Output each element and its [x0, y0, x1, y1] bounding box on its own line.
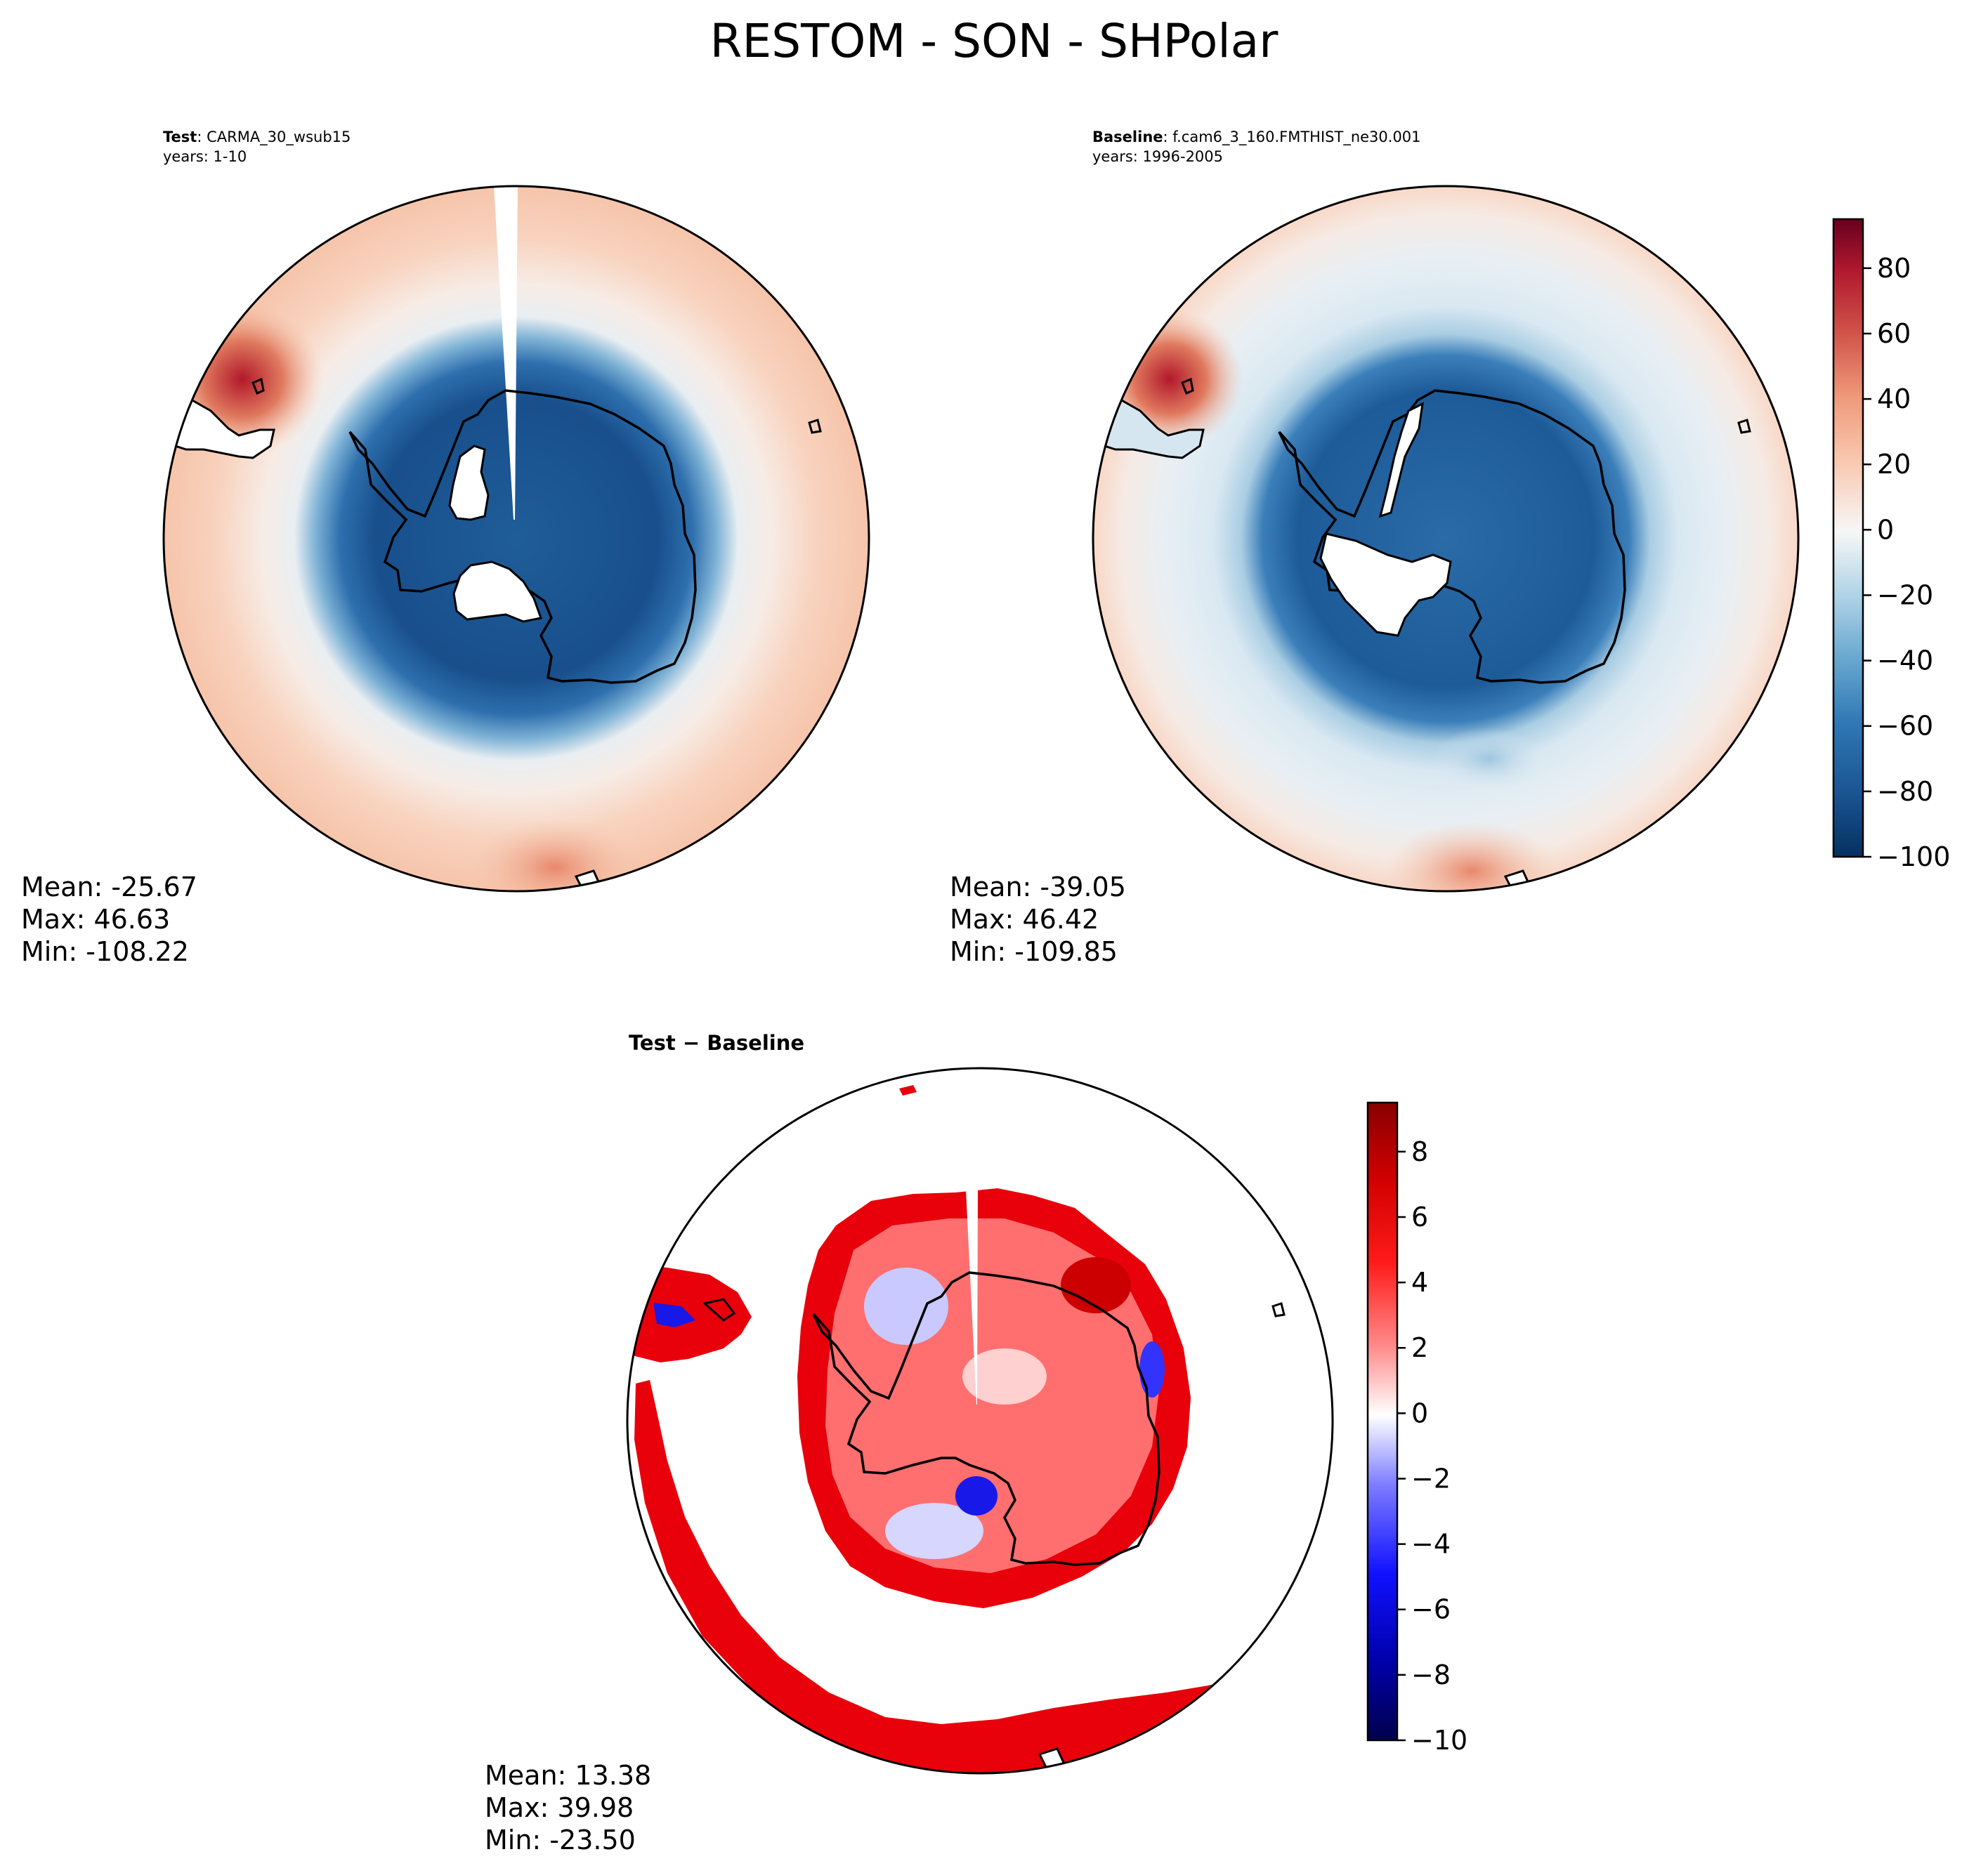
diff-north-fleck: [899, 1085, 917, 1096]
top-colorbar-tick-label: 20: [1877, 449, 1911, 480]
bottom-colorbar-tick-label: 0: [1411, 1398, 1428, 1428]
bottom-colorbar-tick-label: −8: [1411, 1660, 1451, 1690]
diff-island-1: [1271, 1302, 1286, 1317]
bottom-colorbar-tick-label: 6: [1411, 1202, 1428, 1233]
baseline-south-america: [1093, 395, 1205, 459]
test-max: Max: 46.63: [21, 904, 171, 935]
test-warm-region-south: [471, 818, 639, 891]
diff-south-america-band: [627, 1264, 752, 1362]
test-antarctica-coast: [348, 389, 697, 684]
diff-panel-title: Test − Baseline: [629, 1031, 805, 1055]
diff-map-boundary: [626, 1067, 1334, 1775]
test-map: [162, 185, 870, 893]
baseline-field: [1093, 186, 1798, 891]
test-island-1: [251, 377, 265, 395]
test-years: years: 1-10: [163, 148, 247, 165]
bottom-colorbar-tick-label: 2: [1411, 1332, 1428, 1363]
baseline-map: [1092, 185, 1800, 893]
baseline-mean: Mean: -39.05: [950, 872, 1126, 902]
bottom-colorbar-tick-label: −6: [1411, 1594, 1451, 1625]
top-colorbar-tick-label: 60: [1877, 318, 1911, 349]
baseline-years: years: 1996-2005: [1092, 148, 1224, 165]
test-south-america: [164, 395, 275, 459]
bottom-colorbar-tick-label: −4: [1411, 1529, 1451, 1560]
bottom-colorbar-tick-label: −10: [1411, 1725, 1467, 1756]
diff-negative-region-2: [885, 1503, 983, 1559]
diff-outer-band: [634, 1380, 1236, 1773]
figure-title: RESTOM - SON - SHPolar: [709, 14, 1279, 68]
top-colorbar-tick-label: −40: [1877, 645, 1933, 676]
top-colorbar-tick-label: −20: [1877, 579, 1933, 610]
baseline-ross-shelf: [1319, 532, 1452, 637]
top-colorbar-tick-label: 80: [1877, 253, 1911, 284]
diff-negative-region-4: [1139, 1341, 1165, 1398]
baseline-panel-title: Baseline: f.cam6_3_160.FMTHIST_ne30.001: [1092, 128, 1421, 146]
test-label: Test: [163, 129, 197, 145]
top-colorbar-tick-label: −60: [1877, 711, 1933, 742]
top-colorbar-tick-label: −80: [1877, 776, 1933, 807]
diff-data-gap: [966, 1190, 978, 1405]
baseline-weddell-shelf: [1378, 402, 1424, 518]
baseline-stats: Mean: -39.05 Max: 46.42 Min: -109.85: [950, 871, 1126, 968]
test-map-boundary: [162, 185, 870, 893]
diff-south-america-coast: [702, 1298, 736, 1322]
diff-map: [626, 1067, 1334, 1775]
top-colorbar-tick-label: 40: [1877, 383, 1911, 414]
baseline-island-1: [1181, 377, 1194, 395]
baseline-warm-region-south: [1384, 822, 1559, 891]
diff-negative-region-3: [955, 1476, 998, 1516]
baseline-island-2: [1737, 419, 1751, 434]
bottom-colorbar-tick-label: 4: [1411, 1267, 1428, 1298]
diff-south-america-negative: [653, 1303, 695, 1327]
bottom-colorbar-fill: [1366, 1101, 1399, 1742]
diff-stats: Mean: 13.38 Max: 39.98 Min: -23.50: [485, 1759, 651, 1856]
colorbar-top: −100 −80 −60 −40 −20 0 20 40 60 80: [1832, 218, 1950, 872]
test-weddell-shelf: [448, 445, 490, 521]
diff-neutral-region: [962, 1348, 1047, 1405]
test-stats: Mean: -25.67 Max: 46.63 Min: -108.22: [21, 871, 197, 968]
diff-max: Max: 39.98: [485, 1792, 634, 1823]
baseline-max: Max: 46.42: [950, 904, 1099, 935]
top-colorbar-tick-label: 0: [1877, 514, 1894, 545]
bottom-colorbar-tick-label: 8: [1411, 1136, 1428, 1167]
test-data-gap: [494, 186, 518, 520]
bottom-colorbar-tick-label: −2: [1411, 1463, 1451, 1494]
baseline-label: Baseline: [1092, 129, 1163, 145]
top-colorbar-tick-label: −100: [1877, 841, 1950, 872]
top-colorbar-fill: [1832, 218, 1864, 858]
diff-antarctica-coast: [812, 1271, 1160, 1566]
baseline-case-name: : f.cam6_3_160.FMTHIST_ne30.001: [1163, 129, 1421, 145]
diff-negative-region-1: [864, 1268, 948, 1345]
baseline-cool-region: [1433, 727, 1545, 790]
diff-mean: Mean: 13.38: [485, 1760, 652, 1791]
test-ross-shelf: [452, 560, 542, 623]
test-min: Min: -108.22: [21, 936, 189, 967]
diff-positive-region: [1061, 1257, 1131, 1313]
diff-min: Min: -23.50: [485, 1825, 636, 1855]
baseline-map-boundary: [1092, 185, 1800, 893]
test-panel-title: Test: CARMA_30_wsub15: [163, 128, 351, 146]
test-mean: Mean: -25.67: [21, 872, 197, 902]
test-island-2: [808, 419, 822, 434]
colorbar-bottom: −10 −8 −6 −4 −2 0 2 4 6 8: [1366, 1101, 1467, 1756]
baseline-min: Min: -109.85: [950, 936, 1118, 967]
test-case-name: : CARMA_30_wsub15: [197, 129, 351, 145]
